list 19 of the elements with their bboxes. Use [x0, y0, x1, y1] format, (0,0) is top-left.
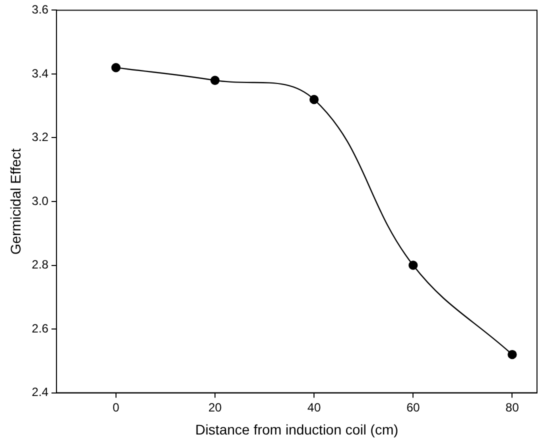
- x-tick-label: 80: [506, 400, 520, 414]
- x-tick-label: 20: [208, 400, 222, 414]
- point: [309, 94, 319, 104]
- y-tick-label: 2.6: [32, 321, 49, 336]
- y-tick-label: 2.8: [32, 258, 49, 272]
- y-tick-label: 3.4: [32, 66, 49, 80]
- y-tick-label: 3.0: [32, 194, 49, 208]
- point: [408, 260, 418, 270]
- y-tick-label: 3.6: [32, 2, 49, 17]
- x-axis-title: Distance from induction coil (cm): [195, 421, 398, 438]
- x-tick-label: 60: [406, 400, 420, 414]
- y-tick-label: 3.2: [32, 130, 49, 144]
- x-tick-label: 40: [307, 400, 322, 414]
- y-tick-label: 2.4: [32, 385, 49, 400]
- y-axis-title: Germicidal Effect: [7, 148, 24, 255]
- x-tick-label: 0: [112, 400, 120, 414]
- point: [111, 62, 121, 72]
- point: [508, 350, 517, 360]
- point: [210, 76, 220, 85]
